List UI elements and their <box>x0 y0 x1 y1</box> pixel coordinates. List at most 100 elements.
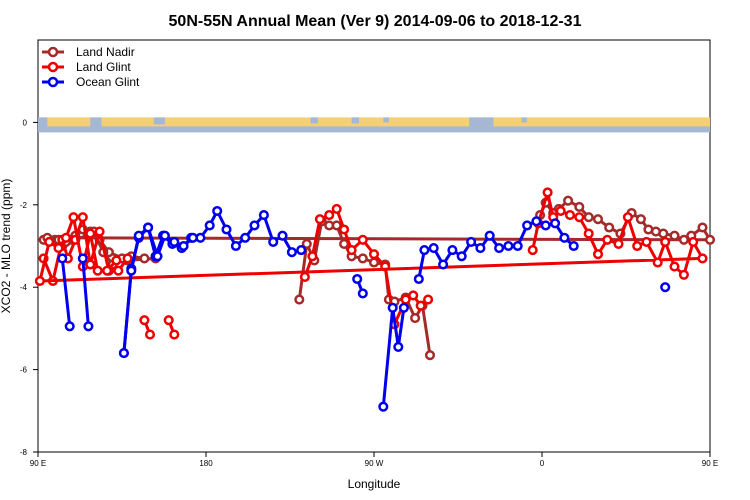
data-point <box>697 222 708 233</box>
data-point <box>357 253 368 264</box>
data-point <box>77 253 88 264</box>
data-point <box>159 230 170 241</box>
data-point <box>559 232 570 243</box>
ocean-strip-segment <box>383 117 389 123</box>
data-point <box>423 294 434 305</box>
data-point <box>352 273 363 285</box>
data-point <box>357 288 368 299</box>
data-point <box>331 220 342 231</box>
y-tick-label: -4 <box>20 283 28 292</box>
data-point <box>574 212 585 223</box>
data-point <box>346 245 357 256</box>
data-point <box>339 224 350 235</box>
data-point <box>669 261 680 272</box>
data-point <box>368 249 380 260</box>
data-point <box>152 251 163 262</box>
data-point <box>393 341 404 352</box>
data-point <box>387 302 398 313</box>
series-layer <box>34 187 716 412</box>
data-point <box>113 265 124 276</box>
data-point <box>527 245 538 256</box>
data-point <box>583 212 594 223</box>
ocean-strip-segment <box>90 117 102 128</box>
data-point <box>324 210 335 221</box>
data-point <box>592 249 604 260</box>
data-point <box>296 245 307 256</box>
data-point <box>249 220 260 231</box>
series-line <box>81 258 90 327</box>
data-point <box>144 329 156 340</box>
data-point <box>704 234 716 245</box>
data-point <box>44 236 55 247</box>
data-point <box>378 401 389 412</box>
legend-label-land-glint: Land Glint <box>76 60 131 74</box>
data-point <box>60 232 72 243</box>
data-point <box>550 218 561 229</box>
series-line <box>381 306 406 407</box>
data-point <box>542 187 553 198</box>
data-point <box>660 282 671 293</box>
data-point <box>301 238 312 249</box>
data-point <box>221 224 232 235</box>
x-axis-label: Longitude <box>348 477 401 491</box>
ocean-strip-segment <box>521 117 528 123</box>
data-point <box>400 294 411 305</box>
data-point <box>697 253 708 264</box>
x-tick-label: 90 E <box>30 459 46 468</box>
data-point <box>494 243 505 254</box>
y-tick-label: 0 <box>23 118 28 127</box>
data-point <box>512 240 523 252</box>
ocean-strip-segment <box>310 117 318 124</box>
axes: 0-2-4-6-890 E 180 90 W 0 90 E <box>20 118 718 468</box>
data-point <box>102 265 113 276</box>
data-point <box>143 222 154 233</box>
plot-frame <box>37 39 711 453</box>
series-ocean-glint <box>57 205 671 412</box>
chart-title: 50N-55N Annual Mean (Ver 9) 2014-09-06 t… <box>169 13 582 30</box>
data-point <box>169 236 180 247</box>
data-point <box>64 321 75 332</box>
data-point <box>574 201 585 212</box>
data-point <box>540 220 551 231</box>
data-point <box>555 205 566 217</box>
data-point <box>133 230 144 241</box>
data-point <box>286 247 297 258</box>
data-point <box>522 220 533 231</box>
data-point <box>641 236 652 247</box>
data-point <box>240 232 251 243</box>
series-line <box>60 258 72 327</box>
data-point <box>163 315 174 326</box>
data-point <box>53 243 64 254</box>
ocean-strip-segment <box>469 117 494 127</box>
data-point <box>212 205 223 217</box>
legend-marker-land-nadir <box>47 46 59 58</box>
data-point <box>122 253 133 264</box>
data-point <box>413 273 424 285</box>
data-point <box>635 214 646 225</box>
data-point <box>83 321 94 332</box>
legend-marker-ocean-glint <box>47 76 59 88</box>
data-point <box>139 315 150 326</box>
data-point <box>139 253 150 264</box>
x-tick-label: 90 W <box>365 459 384 468</box>
data-point <box>660 236 671 247</box>
data-point <box>178 240 189 252</box>
data-point <box>34 275 45 287</box>
ocean-strip-segment <box>351 117 360 124</box>
data-point <box>357 234 368 245</box>
data-point <box>456 251 467 262</box>
legend-label-ocean-glint: Ocean Glint <box>76 75 140 89</box>
x-tick-label: 0 <box>540 459 545 468</box>
data-point <box>503 240 514 252</box>
data-point <box>415 300 426 311</box>
data-point <box>564 210 576 221</box>
y-tick-label: -2 <box>20 201 28 210</box>
data-point <box>268 236 279 247</box>
data-point <box>258 210 269 221</box>
data-point <box>77 212 88 223</box>
legend-label-land-nadir: Land Nadir <box>76 45 135 59</box>
ocean-strip-segment <box>153 117 165 125</box>
y-tick-label: -8 <box>20 448 28 457</box>
data-point <box>568 240 579 252</box>
